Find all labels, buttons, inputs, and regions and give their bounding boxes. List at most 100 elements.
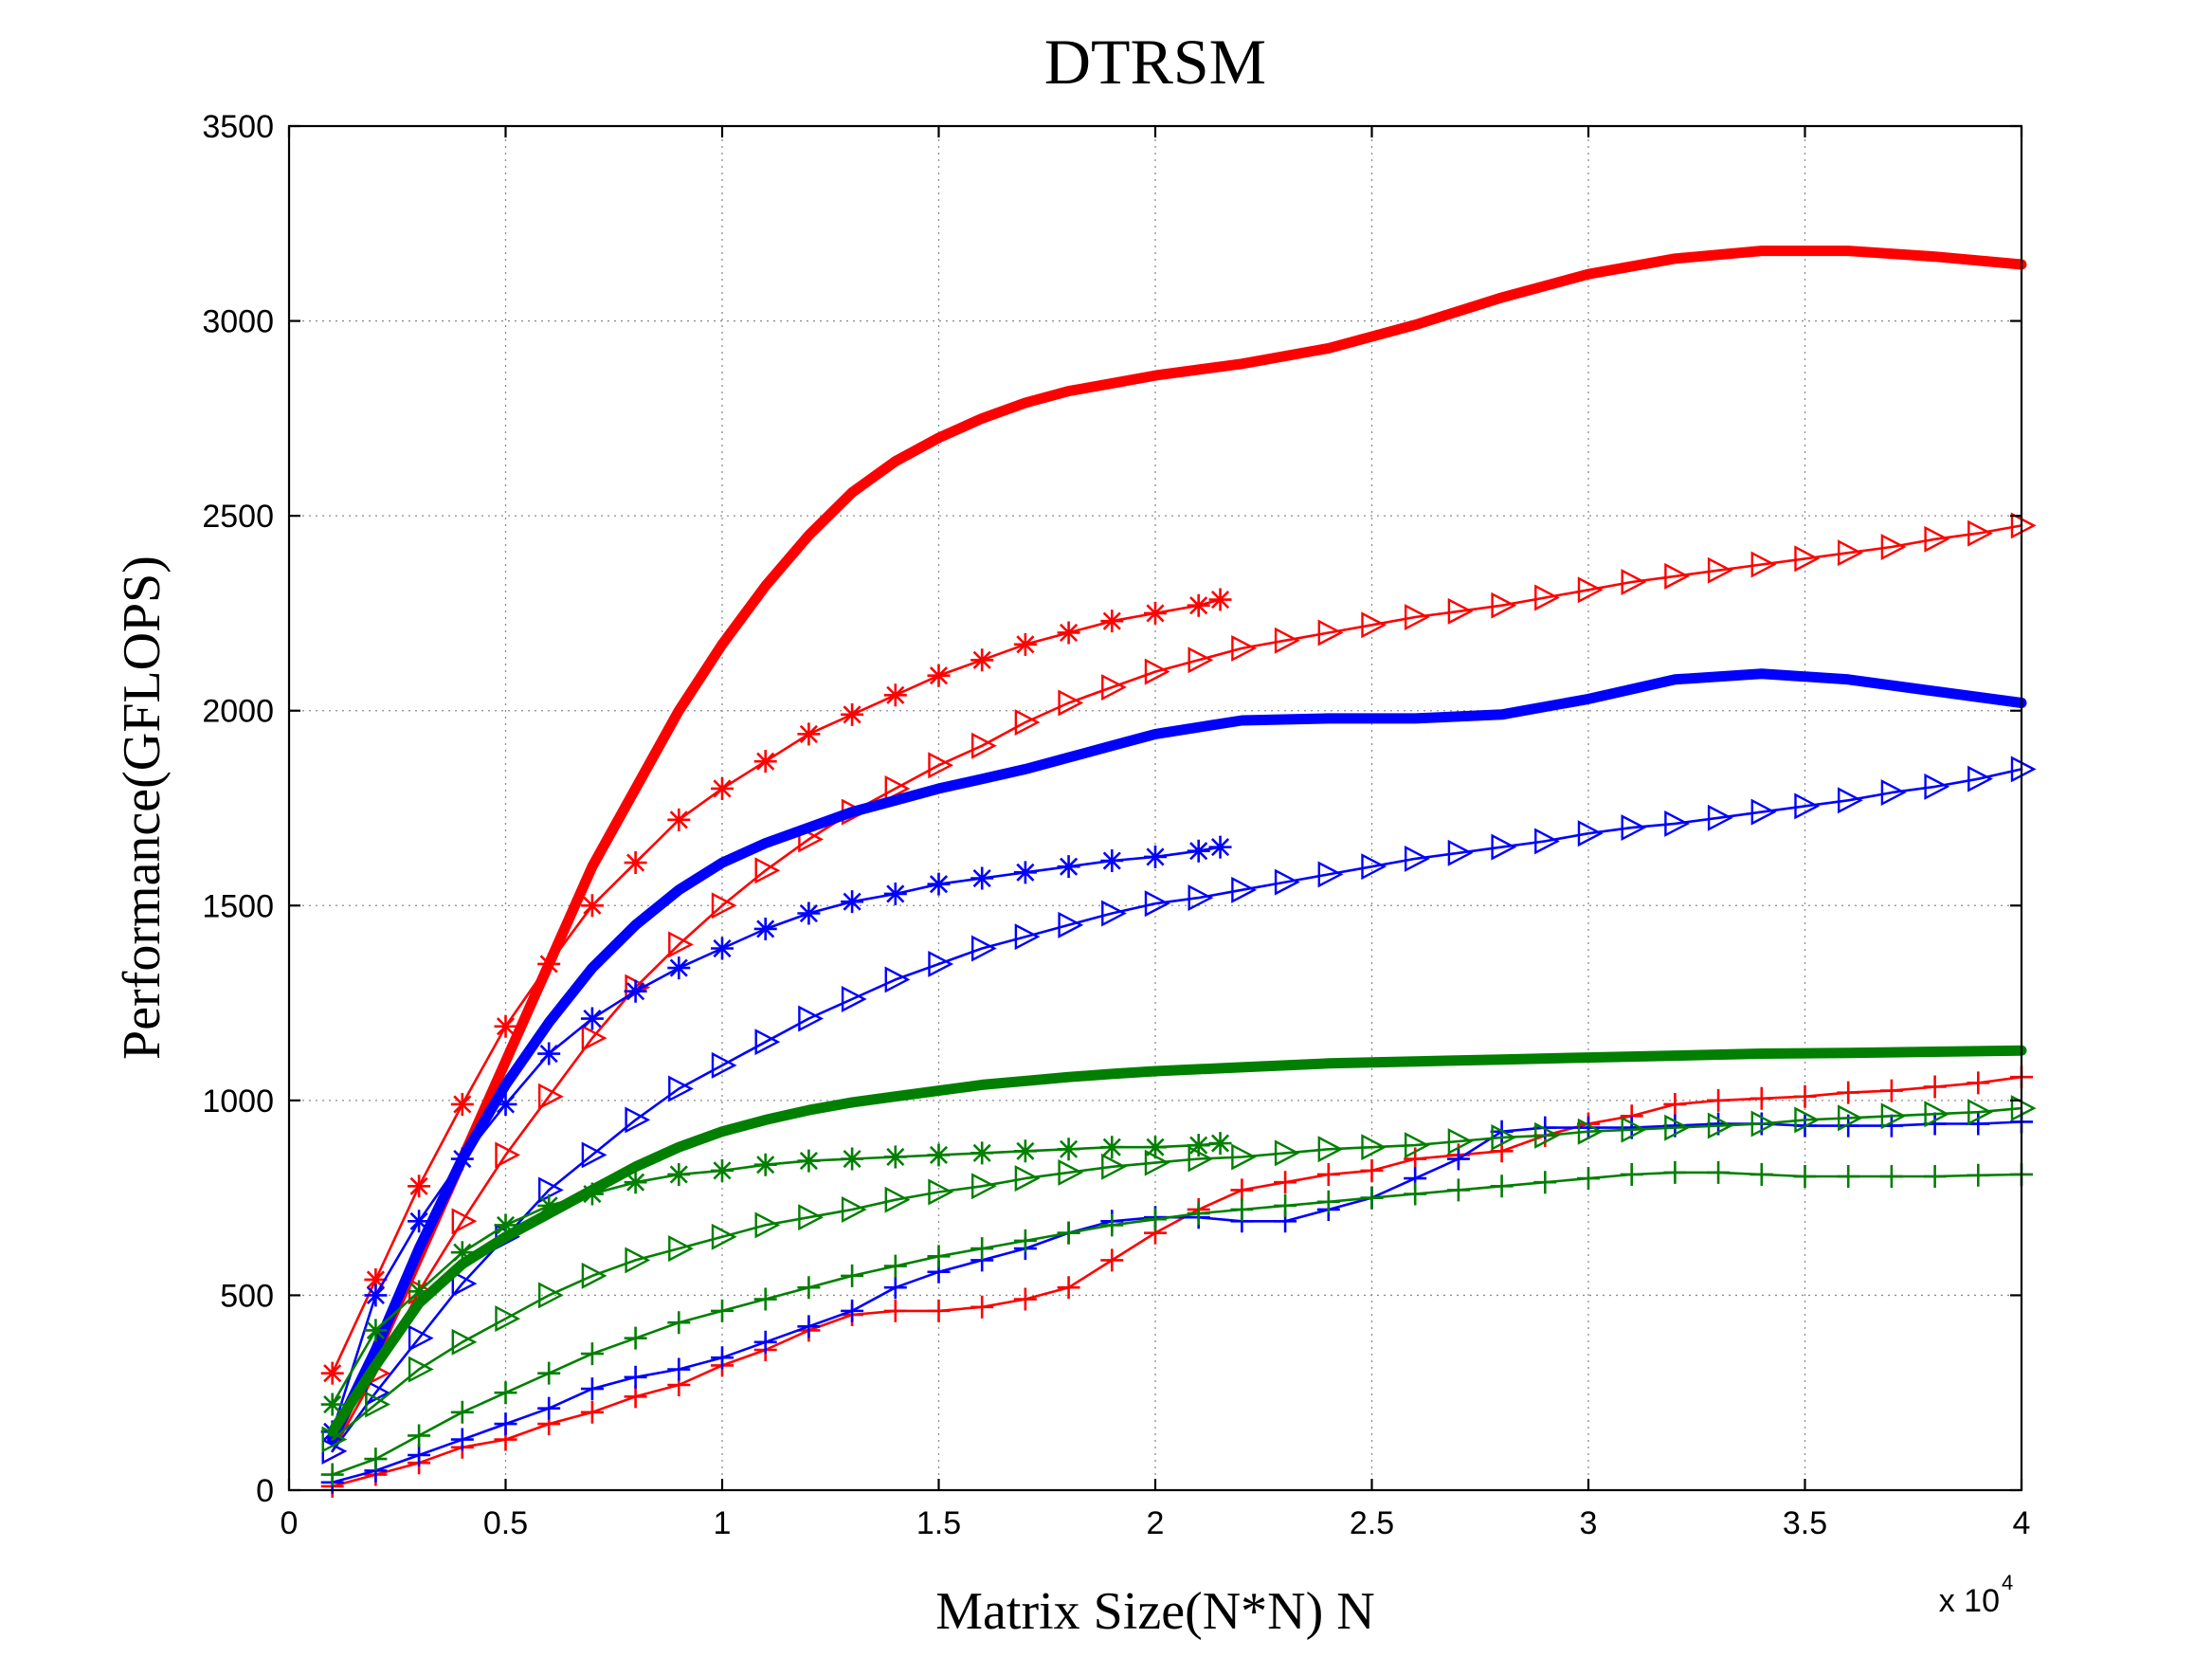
plus-marker [1144, 1208, 1167, 1231]
triangle-marker [711, 1223, 737, 1250]
series-green-plus [320, 1160, 2033, 1486]
triangle-marker [1880, 779, 1907, 807]
triangle-marker [1014, 1165, 1041, 1193]
series-line-red-triangle [331, 524, 2023, 1453]
star-marker [797, 901, 821, 925]
series-green-thick [327, 1045, 2027, 1437]
triangle-marker [1534, 828, 1560, 855]
triangle-marker [1404, 845, 1430, 872]
triangle-marker [1317, 861, 1344, 888]
star-marker [364, 1267, 388, 1291]
plus-marker [320, 1463, 344, 1486]
star-marker [753, 917, 777, 940]
star-marker [1187, 839, 1210, 863]
triangle-marker [451, 1270, 478, 1298]
triangle-marker [841, 985, 867, 1012]
triangle-marker [451, 1328, 478, 1356]
triangle-marker [1750, 798, 1777, 826]
x-axis-label: Matrix Size(N*N) N [935, 1582, 1374, 1641]
triangle-marker [1188, 1145, 1214, 1173]
triangle-marker [754, 1029, 781, 1056]
series-blue-triangle [321, 756, 2037, 1465]
plus-marker [1967, 1071, 1990, 1095]
triangle-marker [1101, 674, 1127, 701]
plus-marker [1013, 1287, 1037, 1311]
star-marker [1208, 1132, 1232, 1156]
triangle-marker [1404, 1132, 1430, 1159]
series-line-blue-star [331, 846, 1222, 1433]
x-tick-label: 2.5 [1350, 1505, 1394, 1541]
triangle-marker [1577, 820, 1604, 847]
star-marker [667, 808, 691, 831]
plus-marker [753, 1330, 777, 1354]
triangle-marker [365, 1391, 390, 1418]
y-tick-label: 2000 [202, 694, 274, 730]
plus-marker [1013, 1229, 1037, 1252]
triangle-marker [711, 892, 737, 920]
plus-marker [1967, 1163, 1990, 1187]
plus-marker [1793, 1165, 1817, 1189]
plus-marker [1923, 1165, 1947, 1189]
triangle-marker [625, 1247, 651, 1274]
triangle-marker [1447, 597, 1474, 625]
plus-marker [1750, 1162, 1773, 1186]
triangle-marker [1577, 1118, 1604, 1145]
x-tick-label: 2 [1147, 1505, 1165, 1541]
star-marker [1100, 1136, 1124, 1159]
star-marker [580, 1007, 604, 1030]
plus-marker [1923, 1075, 1947, 1099]
plus-marker [1230, 1178, 1254, 1202]
plus-marker [1274, 1171, 1297, 1194]
plus-marker [927, 1299, 951, 1322]
triangle-marker [1924, 773, 1950, 800]
series-layer [320, 246, 2037, 1498]
triangle-marker [1361, 611, 1387, 639]
triangle-marker [1317, 1136, 1344, 1163]
plus-marker [797, 1276, 821, 1300]
y-tick-label: 3500 [202, 109, 274, 145]
triangle-marker [1144, 1149, 1170, 1176]
triangle-marker [754, 857, 781, 884]
triangle-marker [1707, 556, 1733, 584]
triangle-marker [1014, 923, 1041, 951]
y-tick-label: 3000 [202, 304, 274, 340]
star-marker [450, 1147, 474, 1171]
triangle-marker [884, 966, 911, 993]
triangle-marker [1664, 562, 1690, 590]
star-marker [1144, 601, 1167, 625]
series-line-red-plus [331, 1075, 2023, 1488]
triangle-marker [581, 1025, 607, 1052]
triangle-marker [1317, 619, 1344, 646]
x-tick-label: 3.5 [1783, 1505, 1827, 1541]
plus-marker [1707, 1160, 1731, 1184]
star-marker [494, 1014, 517, 1038]
y-tick-label: 1000 [202, 1083, 274, 1120]
star-marker [408, 1174, 431, 1198]
triangle-marker [495, 1305, 521, 1333]
triangle-marker [1924, 1101, 1950, 1128]
star-marker [841, 702, 864, 726]
star-marker [320, 1361, 344, 1385]
plus-marker [1967, 1112, 1990, 1136]
triangle-marker [928, 1178, 954, 1206]
series-red-thick [327, 246, 2027, 1446]
plus-marker [1663, 1160, 1687, 1184]
triangle-marker [1274, 627, 1300, 654]
plus-marker [1404, 1182, 1427, 1206]
triangle-marker [1967, 1099, 1993, 1126]
triangle-marker [1880, 1102, 1907, 1130]
x-tick-label: 4 [2013, 1505, 2031, 1541]
plus-marker [667, 1357, 691, 1381]
plus-marker [927, 1245, 951, 1268]
triangle-marker [408, 1356, 434, 1383]
triangle-marker [1794, 545, 1821, 573]
triangle-marker [1361, 1134, 1387, 1161]
triangle-marker [1967, 765, 1993, 792]
star-marker [753, 750, 777, 774]
plus-marker [753, 1287, 777, 1311]
star-marker [1013, 861, 1037, 884]
star-marker [364, 1319, 388, 1342]
star-marker [1057, 621, 1080, 645]
star-marker [970, 1141, 994, 1165]
